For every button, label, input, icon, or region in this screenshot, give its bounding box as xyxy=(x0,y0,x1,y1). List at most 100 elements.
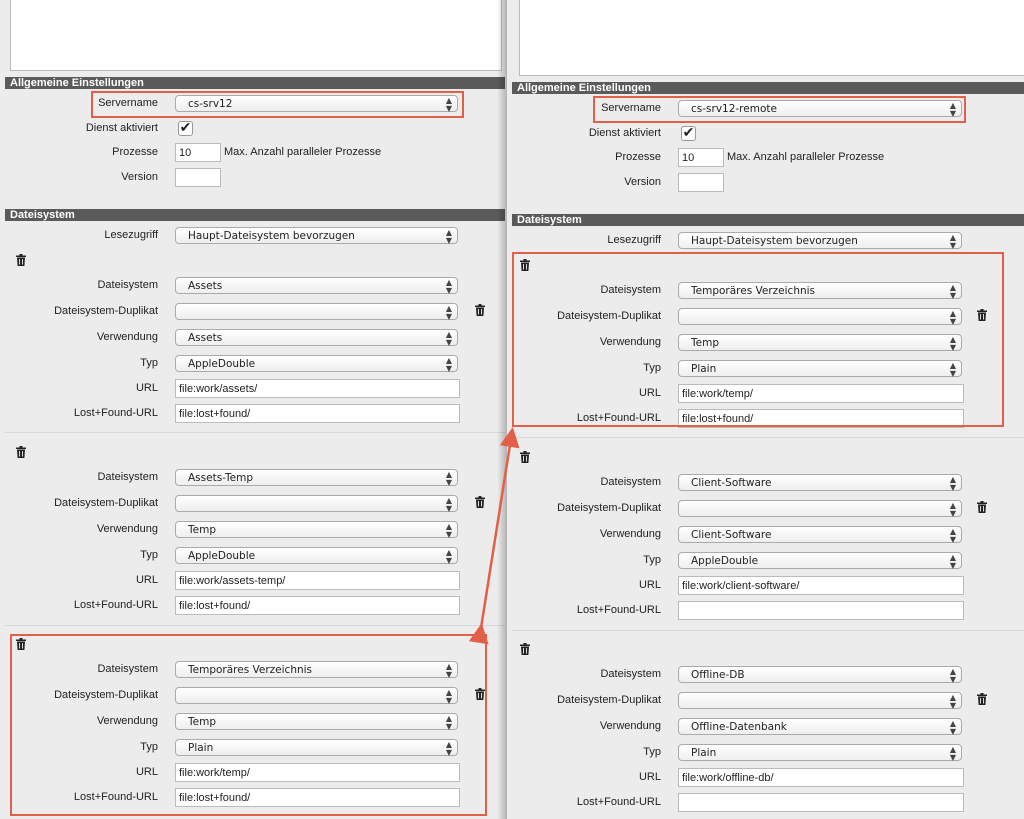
lost-found-url-input[interactable] xyxy=(678,601,964,620)
servername-select[interactable]: cs-srv12-remote ▲ ▼ xyxy=(678,100,962,118)
delete-duplicate-button[interactable] xyxy=(977,693,989,707)
delete-duplicate-button[interactable] xyxy=(977,501,989,515)
filesystem-duplicate-label: Dateisystem-Duplikat xyxy=(54,497,158,509)
service-enabled-label: Dienst aktiviert xyxy=(85,122,158,134)
url-input[interactable]: file:work/offline-db/ xyxy=(678,768,964,787)
processes-label: Prozesse xyxy=(112,146,158,158)
stepper-arrows-icon: ▲ ▼ xyxy=(949,745,956,762)
filesystem-duplicate-select[interactable]: ▲ ▼ xyxy=(678,500,962,518)
usage-select[interactable]: Assets ▲ ▼ xyxy=(175,329,458,347)
select-value: Plain xyxy=(188,742,214,754)
type-label: Typ xyxy=(643,362,661,374)
select-value: Haupt-Dateisystem bevorzugen xyxy=(691,235,858,247)
processes-input[interactable]: 10 xyxy=(175,143,221,162)
select-value: AppleDouble xyxy=(188,550,256,562)
select-value: AppleDouble xyxy=(691,555,759,567)
type-select[interactable]: Plain ▲ ▼ xyxy=(678,360,962,378)
filesystem-duplicate-select[interactable]: ▲ ▼ xyxy=(175,495,458,513)
url-input[interactable]: file:work/assets-temp/ xyxy=(175,571,460,590)
stepper-arrows-icon: ▲ ▼ xyxy=(445,688,452,705)
delete-filesystem-button[interactable] xyxy=(16,638,28,652)
lost-found-url-input[interactable] xyxy=(678,793,964,812)
delete-filesystem-button[interactable] xyxy=(520,451,532,465)
filesystem-duplicate-select[interactable]: ▲ ▼ xyxy=(175,303,458,321)
block-separator xyxy=(512,437,1024,438)
version-label: Version xyxy=(121,171,158,183)
lost-found-url-input[interactable]: file:lost+found/ xyxy=(175,788,460,807)
stepper-arrows-icon: ▲ ▼ xyxy=(445,470,452,487)
usage-select[interactable]: Client-Software ▲ ▼ xyxy=(678,526,962,544)
usage-select[interactable]: Temp ▲ ▼ xyxy=(175,521,458,539)
type-select[interactable]: AppleDouble ▲ ▼ xyxy=(175,355,458,373)
url-input[interactable]: file:work/temp/ xyxy=(175,763,460,782)
select-value: cs-srv12-remote xyxy=(691,103,777,115)
url-input[interactable]: file:work/temp/ xyxy=(678,384,964,403)
section-header-general: Allgemeine Einstellungen xyxy=(5,77,505,89)
right-server-panel: Allgemeine Einstellungen Servername cs-srv… xyxy=(507,0,1024,819)
stepper-arrows-icon: ▲ ▼ xyxy=(949,283,956,300)
filesystem-duplicate-label: Dateisystem-Duplikat xyxy=(54,305,158,317)
select-value: Plain xyxy=(691,363,717,375)
delete-filesystem-button[interactable] xyxy=(16,254,28,268)
type-select[interactable]: AppleDouble ▲ ▼ xyxy=(175,547,458,565)
read-access-label: Lesezugriff xyxy=(104,229,158,241)
stepper-arrows-icon: ▲ ▼ xyxy=(949,335,956,352)
servername-label: Servername xyxy=(98,97,158,109)
stepper-arrows-icon: ▲ ▼ xyxy=(445,278,452,295)
url-input[interactable]: file:work/client-software/ xyxy=(678,576,964,595)
url-label: URL xyxy=(638,771,661,783)
filesystem-select[interactable]: Client-Software ▲ ▼ xyxy=(678,474,962,492)
select-value: Assets-Temp xyxy=(188,472,253,484)
stepper-arrows-icon: ▲ ▼ xyxy=(949,693,956,710)
filesystem-select[interactable]: Offline-DB ▲ ▼ xyxy=(678,666,962,684)
read-access-select[interactable]: Haupt-Dateisystem bevorzugen ▲ ▼ xyxy=(678,232,962,250)
read-access-select[interactable]: Haupt-Dateisystem bevorzugen ▲ ▼ xyxy=(175,227,458,245)
filesystem-duplicate-select[interactable]: ▲ ▼ xyxy=(678,692,962,710)
usage-select[interactable]: Temp ▲ ▼ xyxy=(175,713,458,731)
url-label: URL xyxy=(638,579,661,591)
lost-found-url-input[interactable]: file:lost+found/ xyxy=(175,404,460,423)
filesystem-label: Dateisystem xyxy=(97,279,158,291)
delete-duplicate-button[interactable] xyxy=(475,688,487,702)
version-input[interactable] xyxy=(175,168,221,187)
select-value: Assets xyxy=(188,332,223,344)
type-select[interactable]: Plain ▲ ▼ xyxy=(678,744,962,762)
delete-filesystem-button[interactable] xyxy=(16,446,28,460)
service-enabled-checkbox[interactable]: ✔ xyxy=(681,124,696,141)
url-label: URL xyxy=(638,387,661,399)
filesystem-select[interactable]: Temporäres Verzeichnis ▲ ▼ xyxy=(678,282,962,300)
stepper-arrows-icon: ▲ ▼ xyxy=(445,330,452,347)
version-input[interactable] xyxy=(678,173,724,192)
type-label: Typ xyxy=(643,746,661,758)
processes-input[interactable]: 10 xyxy=(678,148,724,167)
filesystem-label: Dateisystem xyxy=(600,668,661,680)
filesystem-select[interactable]: Assets ▲ ▼ xyxy=(175,277,458,295)
type-select[interactable]: AppleDouble ▲ ▼ xyxy=(678,552,962,570)
lost-found-url-input[interactable]: file:lost+found/ xyxy=(175,596,460,615)
servername-select[interactable]: cs-srv12 ▲ ▼ xyxy=(175,95,458,113)
usage-select[interactable]: Temp ▲ ▼ xyxy=(678,334,962,352)
url-input[interactable]: file:work/assets/ xyxy=(175,379,460,398)
stepper-arrows-icon: ▲ ▼ xyxy=(949,309,956,326)
stepper-arrows-icon: ▲ ▼ xyxy=(445,740,452,757)
filesystem-duplicate-select[interactable]: ▲ ▼ xyxy=(175,687,458,705)
section-header-general: Allgemeine Einstellungen xyxy=(512,82,1024,94)
processes-hint: Max. Anzahl paralleler Prozesse xyxy=(727,151,885,163)
filesystem-select[interactable]: Temporäres Verzeichnis ▲ ▼ xyxy=(175,661,458,679)
delete-duplicate-button[interactable] xyxy=(475,304,487,318)
service-enabled-checkbox[interactable]: ✔ xyxy=(178,119,193,136)
block-separator xyxy=(5,432,505,433)
select-value: Offline-DB xyxy=(691,669,745,681)
delete-duplicate-button[interactable] xyxy=(977,309,989,323)
delete-filesystem-button[interactable] xyxy=(520,643,532,657)
select-value: Temporäres Verzeichnis xyxy=(188,664,313,676)
delete-filesystem-button[interactable] xyxy=(520,259,532,273)
stepper-arrows-icon: ▲ ▼ xyxy=(949,475,956,492)
lost-found-url-input[interactable]: file:lost+found/ xyxy=(678,409,964,428)
filesystem-duplicate-select[interactable]: ▲ ▼ xyxy=(678,308,962,326)
type-select[interactable]: Plain ▲ ▼ xyxy=(175,739,458,757)
url-label: URL xyxy=(135,574,158,586)
usage-select[interactable]: Offline-Datenbank ▲ ▼ xyxy=(678,718,962,736)
filesystem-select[interactable]: Assets-Temp ▲ ▼ xyxy=(175,469,458,487)
